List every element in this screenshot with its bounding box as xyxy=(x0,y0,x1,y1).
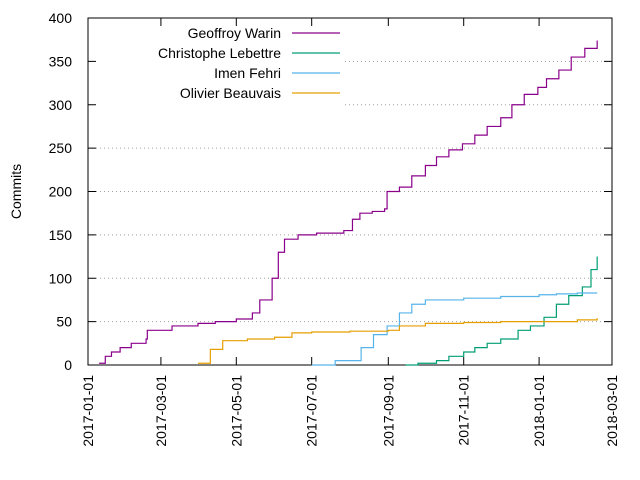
y-axis-label: Commits xyxy=(8,164,24,219)
y-tick-label-4: 200 xyxy=(49,184,73,200)
series-line-christophe-lebettre xyxy=(405,256,598,366)
x-tick-label-7: 2018-03-01 xyxy=(604,375,620,447)
legend-label-1: Christophe Lebettre xyxy=(158,45,281,61)
y-tick-label-6: 300 xyxy=(49,97,73,113)
y-tick-label-0: 0 xyxy=(64,357,72,373)
axes: 0 50 100 150 200 250 300 350 400 2017-01-01 2017-0… xyxy=(49,10,620,447)
x-tick-label-5: 2017-11-01 xyxy=(456,375,472,446)
y-tick-label-2: 100 xyxy=(49,270,73,286)
series-line-imen-fehri xyxy=(311,292,598,366)
x-tick-label-3: 2017-07-01 xyxy=(304,375,320,447)
x-tick-label-4: 2017-09-01 xyxy=(380,375,396,447)
series-line-geoffroy-warin xyxy=(99,40,598,364)
y-tick-label-8: 400 xyxy=(49,10,73,26)
y-tick-label-5: 250 xyxy=(49,140,73,156)
legend: Geoffroy Warin Christophe Lebettre Imen Fe… xyxy=(158,25,340,101)
y-tick-label-1: 50 xyxy=(56,314,72,330)
series-layer xyxy=(99,40,598,366)
grid-lines xyxy=(88,60,612,323)
x-tick-label-1: 2017-03-01 xyxy=(153,375,169,447)
plot-frame xyxy=(87,17,613,366)
legend-label-0: Geoffroy Warin xyxy=(188,25,281,41)
legend-label-3: Olivier Beauvais xyxy=(180,85,281,101)
x-tick-label-6: 2018-01-01 xyxy=(531,375,547,447)
x-tick-label-2: 2017-05-01 xyxy=(228,375,244,447)
y-tick-label-7: 350 xyxy=(49,53,73,69)
y-tick-label-3: 150 xyxy=(49,227,73,243)
legend-label-2: Imen Fehri xyxy=(214,65,281,81)
x-tick-label-0: 2017-01-01 xyxy=(80,375,96,447)
series-line-olivier-beauvais xyxy=(197,318,598,364)
